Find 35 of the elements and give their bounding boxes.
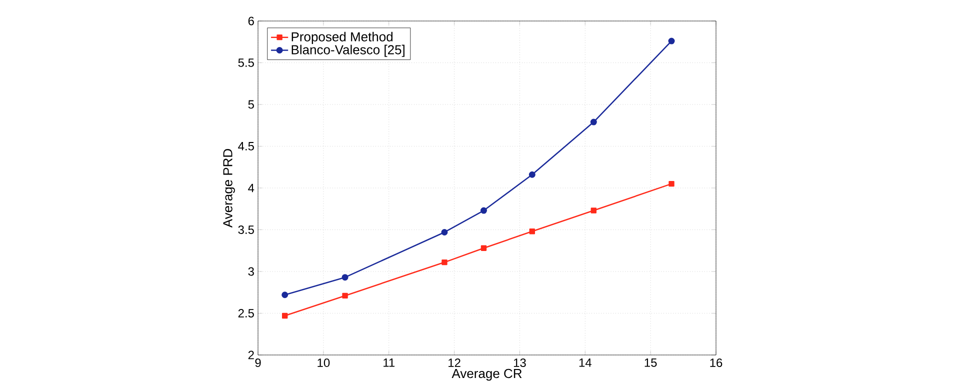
point — [590, 118, 597, 126]
y-tick-label: 5.5 — [238, 58, 254, 67]
y-tick-label: 4.5 — [238, 142, 254, 150]
x-tick-label: 13 — [514, 358, 526, 368]
point — [442, 259, 448, 266]
legend-label: Blanco-Valesco [25] — [292, 44, 404, 57]
point — [529, 228, 536, 234]
y-tick-label: 5 — [248, 100, 254, 109]
x-tick-label: 16 — [710, 358, 722, 368]
y-tick-label: 2.5 — [238, 308, 254, 318]
point — [480, 207, 487, 214]
point — [528, 171, 536, 178]
x-tick-label: 10 — [318, 358, 330, 368]
point — [441, 228, 448, 236]
point — [668, 38, 675, 44]
legend-label: Proposed Method — [292, 32, 393, 44]
point — [668, 180, 674, 187]
point — [480, 245, 487, 251]
x-tick-label: 14 — [579, 358, 592, 367]
y-tick-label: 3.5 — [238, 225, 254, 234]
point — [282, 292, 288, 298]
y-tick-label: 3 — [248, 267, 254, 276]
y-tick-label: 4 — [248, 184, 254, 192]
point — [342, 274, 348, 281]
y-tick-label: 2 — [248, 350, 254, 360]
y-axis-title: Average PRD — [223, 149, 235, 228]
x-tick-label: 11 — [384, 358, 395, 367]
x-tick-label: 9 — [255, 358, 261, 368]
point — [342, 292, 348, 299]
y-tick-label: 6 — [248, 16, 254, 26]
point — [590, 208, 597, 214]
point — [282, 312, 288, 319]
x-axis-title: Average CR — [452, 368, 522, 381]
x-tick-label: 12 — [448, 358, 460, 367]
x-tick-label: 15 — [644, 358, 657, 367]
